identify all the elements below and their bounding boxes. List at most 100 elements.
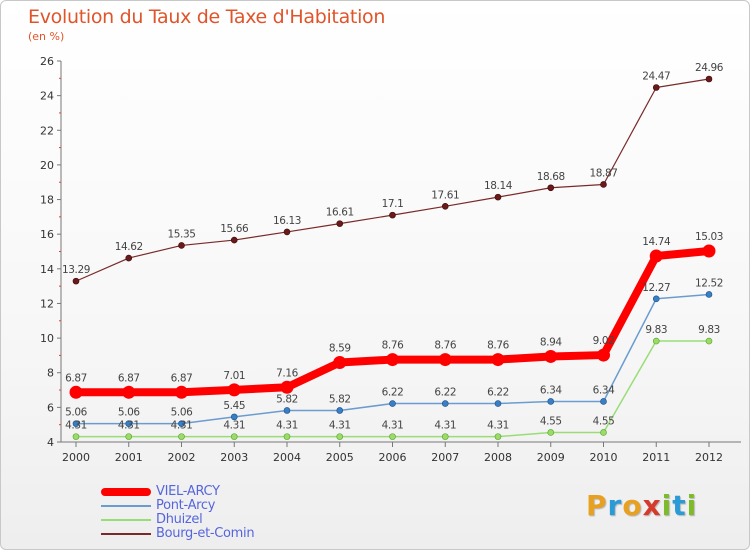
legend-swatch [101, 519, 151, 521]
data-point [702, 244, 716, 258]
data-label: 13.29 [62, 264, 90, 276]
logo-letter: o [622, 489, 643, 522]
data-label: 18.87 [589, 167, 617, 179]
data-label: 6.22 [487, 387, 509, 399]
data-point [389, 400, 396, 407]
data-point [125, 433, 133, 440]
data-label: 4.31 [65, 420, 87, 432]
data-label: 15.35 [167, 228, 195, 240]
series-points [69, 75, 716, 440]
y-tick-label: 10 [40, 332, 54, 345]
data-point [652, 295, 660, 303]
x-tick-label: 2007 [431, 451, 459, 464]
data-point [230, 413, 238, 421]
data-label: 14.74 [642, 236, 671, 248]
data-label: 7.16 [276, 367, 298, 379]
data-label: 5.45 [223, 400, 245, 412]
data-point [333, 356, 347, 370]
data-point [230, 433, 238, 440]
y-tick-label: 14 [40, 263, 54, 276]
data-label: 4.55 [540, 415, 562, 427]
data-label: 4.55 [593, 415, 615, 427]
data-label: 4.31 [223, 420, 245, 432]
data-point [125, 254, 133, 262]
data-point [336, 220, 344, 227]
y-tick-label: 12 [40, 297, 54, 310]
data-point [547, 184, 555, 192]
data-label: 6.22 [382, 387, 404, 399]
data-label: 15.66 [220, 223, 249, 235]
data-label: 6.22 [434, 387, 456, 399]
data-label: 6.34 [593, 384, 615, 396]
data-label: 17.61 [431, 189, 459, 201]
data-point [438, 353, 452, 367]
data-point [230, 236, 238, 244]
data-label: 4.31 [329, 420, 351, 432]
data-point [491, 353, 505, 367]
data-point [122, 385, 136, 399]
data-point [72, 277, 80, 285]
data-point [336, 433, 344, 440]
y-tick-label: 16 [40, 228, 54, 241]
legend-label: Pont-Arcy [156, 498, 216, 513]
x-tick-label: 2008 [484, 451, 512, 464]
logo-letter: i [686, 489, 698, 522]
data-label: 9.83 [645, 324, 667, 336]
data-point [494, 433, 502, 440]
legend-label: Dhuizel [156, 512, 203, 527]
data-point [283, 228, 291, 236]
data-point [494, 400, 502, 407]
legend-label: VIEL-ARCY [156, 484, 220, 499]
data-label: 4.31 [276, 420, 298, 432]
x-tick-label: 2012 [695, 451, 723, 464]
data-label: 17.1 [382, 198, 404, 210]
data-point [227, 383, 241, 397]
data-label: 15.03 [695, 231, 723, 243]
data-label: 4.31 [118, 420, 140, 432]
logo-letter: i [661, 489, 673, 522]
data-point [652, 84, 660, 91]
data-point [178, 242, 185, 249]
data-label: 16.61 [326, 207, 354, 219]
data-label: 6.87 [65, 372, 87, 384]
data-label: 24.96 [695, 62, 724, 74]
legend-swatch [101, 505, 151, 507]
y-tick-label: 18 [40, 194, 54, 207]
data-point [544, 349, 558, 363]
data-label: 5.82 [276, 393, 298, 405]
line-chart: 4 6 8 10 12 14 16 18 20 22 24 26 2000 2001 2002 2003 200… [40, 55, 741, 464]
legend-swatch [101, 488, 151, 496]
data-label: 18.14 [484, 180, 513, 192]
chart-unit-label: (en %) [28, 30, 65, 43]
data-point [705, 291, 713, 298]
data-label: 4.31 [434, 420, 456, 432]
data-label: 9.83 [698, 324, 720, 336]
legend-swatch [101, 533, 151, 535]
data-point [705, 75, 713, 83]
legend-label: Bourg-et-Comin [156, 526, 255, 541]
data-point [600, 398, 607, 405]
data-label: 8.94 [540, 336, 562, 348]
data-point [178, 420, 185, 427]
data-point [494, 193, 502, 201]
data-label: 18.68 [537, 171, 565, 183]
data-label: 8.76 [382, 340, 404, 352]
data-point [178, 433, 185, 440]
data-label: 9.02 [593, 335, 615, 347]
data-point [283, 407, 291, 414]
data-label: 8.76 [487, 340, 509, 352]
x-tick-label: 2011 [642, 451, 670, 464]
data-point [72, 420, 80, 427]
data-point [649, 249, 663, 263]
data-label: 12.27 [642, 282, 670, 294]
data-point [386, 353, 399, 367]
x-tick-label: 2004 [273, 451, 301, 464]
data-label: 5.82 [329, 393, 351, 405]
x-tick-label: 2010 [590, 451, 618, 464]
data-point [441, 202, 449, 210]
x-tick-label: 2002 [168, 451, 196, 464]
data-point [72, 433, 80, 440]
y-tick-label: 26 [40, 55, 54, 68]
data-labels: 4.31 4.31 4.31 4.31 4.31 4.31 4.31 4.31 4.31 4.55… [62, 62, 724, 432]
data-label: 5.06 [118, 407, 140, 419]
